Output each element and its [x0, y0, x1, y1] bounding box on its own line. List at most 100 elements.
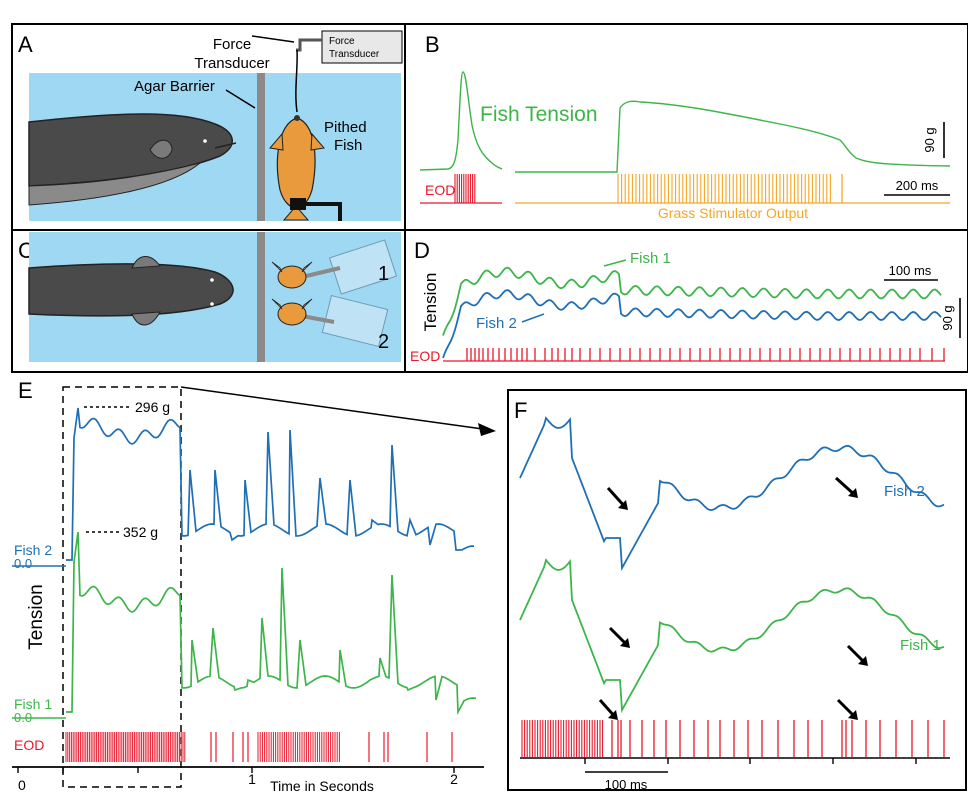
scale-force-d: 90 g	[940, 305, 955, 330]
transducer-pointer	[251, 35, 295, 43]
fish2-label-f: Fish 2	[884, 483, 925, 500]
force-transducer-box	[321, 30, 403, 64]
panel-a-letter: A	[18, 32, 33, 57]
eel-eye-c2	[210, 302, 214, 306]
goldfish-fin-left	[269, 132, 284, 151]
agar-barrier-a	[257, 73, 265, 221]
stim-pulses	[617, 174, 843, 203]
zoom-box	[62, 386, 182, 788]
fish-tension-label: Fish Tension	[480, 103, 598, 126]
goldfish-hook	[294, 115, 300, 121]
x-label-e: Time in Seconds	[270, 778, 374, 794]
fish1-label-e: Fish 1	[14, 696, 52, 712]
arrows-f	[598, 476, 868, 720]
fish1-trace-f	[519, 558, 945, 714]
panel-d: D Tension Fish 1 Fish 2 100 ms 90 g EOD	[410, 238, 961, 364]
arrow-head	[848, 488, 858, 498]
goldfish-clamp	[290, 198, 306, 210]
eel-fin-top-c	[131, 256, 161, 269]
transducer-arm	[296, 38, 322, 52]
eel-fin-bottom-c	[131, 311, 161, 326]
transducer-label-1: 1	[378, 263, 389, 285]
goldfish-1-fins	[271, 261, 313, 273]
goldfish-2-c	[277, 302, 307, 326]
y-label-d: Tension	[421, 273, 440, 332]
fish2-pointer-d	[521, 313, 545, 323]
goldfish-body-a	[276, 117, 316, 209]
x-ticks-e	[17, 767, 455, 773]
arrow-head	[608, 710, 618, 720]
tetanus-trace	[515, 100, 951, 173]
y-label-e: Tension	[26, 584, 47, 650]
transducer-thread	[295, 49, 298, 113]
fish2-trace-f	[519, 416, 945, 572]
grass-stimulator-label: Grass Stimulator Output	[658, 205, 808, 221]
panel-f-letter: F	[514, 398, 527, 423]
transducer-arm-2	[301, 314, 335, 324]
scale-time-d: 100 ms	[889, 263, 932, 278]
arrow-head	[618, 500, 628, 510]
panel-b: B Fish Tension EOD Grass Stimulator Outp…	[419, 32, 951, 221]
row2-frame	[11, 229, 968, 373]
agar-pointer	[225, 89, 256, 109]
eod-pulses-f	[521, 720, 945, 757]
eel-mouth-a	[214, 142, 237, 149]
eel-fin-a	[28, 162, 201, 206]
eel-eye-a	[203, 139, 207, 143]
fish2-trace-e	[66, 407, 474, 561]
fish1-zero-e: 0.0	[14, 710, 32, 725]
goldfish-tail	[282, 205, 310, 221]
force-transducer-label-2: Transducer	[194, 55, 269, 72]
panel-b-letter: B	[425, 32, 440, 57]
arrow-head	[858, 656, 868, 666]
peak-label-fish2: 296 g	[135, 399, 170, 415]
eel-body-c	[28, 263, 234, 317]
goldfish-clamp-rod	[306, 202, 342, 221]
eod-pulses-b	[454, 174, 476, 203]
peak-label-fish1: 352 g	[123, 524, 158, 540]
panel-f: F Fish 2 Fish 1 100 ms	[514, 398, 950, 792]
pithed-fish-label-1: Pithed	[324, 119, 367, 136]
force-transducer-box-label-2: Transducer	[329, 49, 380, 60]
eel-pectoral-a	[149, 139, 173, 159]
fish1-label-f: Fish 1	[900, 637, 941, 654]
eod-label-e: EOD	[14, 737, 44, 753]
panel-f-frame	[507, 389, 967, 791]
zoom-arrowhead	[478, 423, 496, 436]
arrow-head	[620, 638, 630, 648]
eod-label-b: EOD	[425, 182, 455, 198]
force-transducer-box-label-1: Force	[329, 36, 355, 47]
fish2-trace-d	[442, 289, 942, 359]
force-transducer-label-1: Force	[213, 36, 251, 53]
eel-eye-c1	[210, 278, 214, 282]
goldfish-2-fins	[271, 298, 313, 310]
agar-barrier-c	[257, 232, 265, 362]
fish2-label-d: Fish 2	[476, 315, 517, 332]
panel-d-letter: D	[414, 238, 430, 263]
twitch-trace	[419, 71, 503, 171]
transducer-box-2	[321, 294, 389, 348]
scale-time-f: 100 ms	[605, 777, 648, 792]
pithed-fish-label-2: Fish	[334, 137, 362, 154]
scale-force-b: 90 g	[922, 127, 937, 152]
panel-e: E 296 g 352 g Fish 2 0.0 Fish 1 0.0 Tens…	[12, 378, 496, 794]
agar-barrier-label: Agar Barrier	[134, 78, 215, 95]
transducer-arm-1	[301, 266, 341, 279]
goldfish-fin-right	[310, 132, 325, 151]
eod-label-d: EOD	[410, 348, 440, 364]
fish1-trace-d	[442, 266, 942, 336]
scale-time-b: 200 ms	[896, 178, 939, 193]
arrow-head	[848, 710, 858, 720]
fish1-trace-e	[66, 531, 477, 716]
panel-e-letter: E	[18, 378, 33, 403]
x-ticks-f	[584, 758, 917, 764]
fish1-label-d: Fish 1	[630, 250, 671, 267]
fish2-zero-e: 0.0	[14, 556, 32, 571]
fish2-label-e: Fish 2	[14, 542, 52, 558]
panel-c: C 1 2	[18, 232, 401, 362]
zoom-arrow-line	[180, 386, 491, 431]
x-tick-2: 2	[450, 771, 458, 787]
transducer-box-1	[328, 239, 398, 295]
eod-pulses-e	[65, 732, 453, 762]
